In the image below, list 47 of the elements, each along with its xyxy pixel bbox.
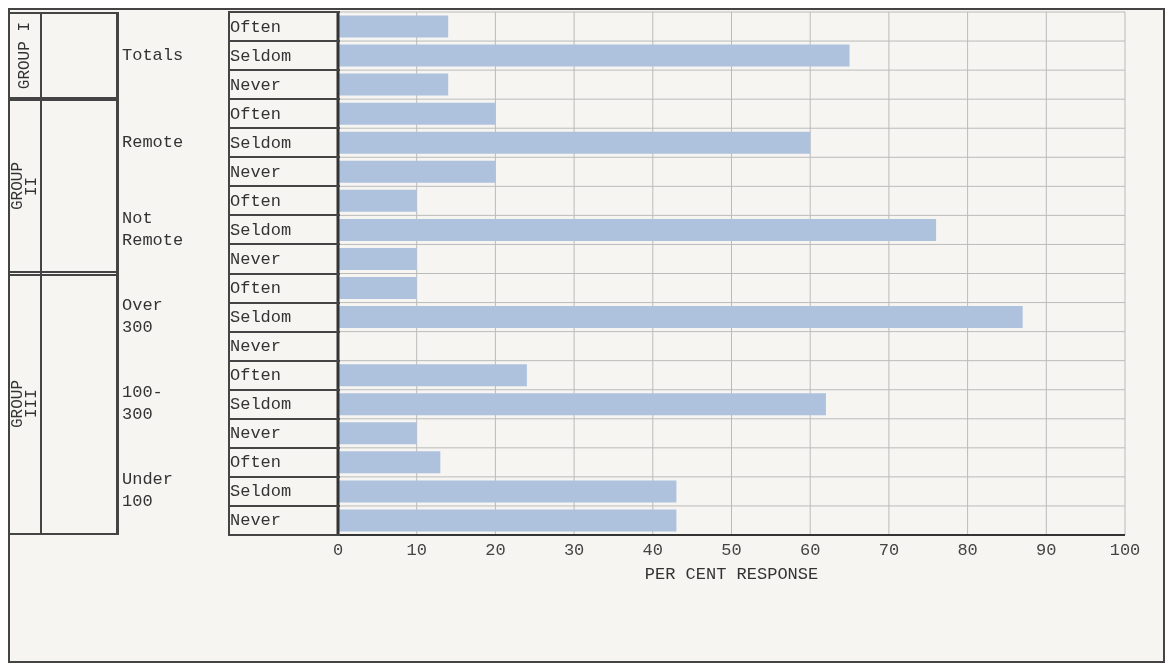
- x-tick-label: 50: [721, 541, 742, 561]
- y-tick-label: Often: [230, 191, 282, 211]
- bar: [338, 160, 496, 183]
- bar: [338, 393, 826, 416]
- bar: [338, 422, 417, 445]
- x-tick-label: 10: [406, 541, 427, 561]
- x-tick-label: 0: [332, 541, 344, 561]
- y-tick-label: Seldom: [230, 395, 292, 415]
- y-tick-label: Seldom: [230, 220, 292, 240]
- y-tick-label: Often: [230, 17, 282, 37]
- bar: [338, 276, 417, 299]
- bar: [338, 451, 441, 474]
- x-tick-label: 80: [957, 541, 978, 561]
- x-tick-label: 60: [800, 541, 821, 561]
- y-tick-label: Seldom: [230, 46, 292, 66]
- bar: [338, 509, 677, 532]
- x-axis-title: PER CENT RESPONSE: [644, 565, 819, 585]
- bar: [338, 15, 449, 38]
- y-tick-label: Often: [230, 279, 282, 299]
- y-tick-label: Seldom: [230, 482, 292, 502]
- bar: [338, 247, 417, 270]
- y-tick-label: Never: [230, 424, 282, 444]
- y-tick-label: Often: [230, 453, 282, 473]
- x-tick-label: 40: [642, 541, 663, 561]
- bar: [338, 44, 850, 67]
- y-tick-label: Never: [230, 337, 282, 357]
- bar: [338, 189, 417, 212]
- y-tick-label: Often: [230, 104, 282, 124]
- x-tick-label: 100: [1109, 541, 1141, 561]
- y-tick-label: Never: [230, 249, 282, 269]
- y-tick-label: Never: [230, 75, 282, 95]
- x-tick-label: 90: [1036, 541, 1057, 561]
- x-tick-label: 70: [878, 541, 900, 561]
- x-tick-label: 30: [563, 541, 585, 561]
- bar: [338, 73, 449, 96]
- bar: [338, 306, 1023, 329]
- y-tick-label: Often: [230, 366, 282, 386]
- bar: [338, 480, 677, 503]
- bar: [338, 131, 811, 154]
- y-tick-label: Never: [230, 511, 282, 531]
- y-tick-label: Seldom: [230, 133, 292, 153]
- bar: [338, 218, 937, 241]
- y-tick-label: Never: [230, 162, 282, 182]
- bar: [338, 364, 527, 387]
- y-tick-label: Seldom: [230, 308, 292, 328]
- x-tick-label: 20: [485, 541, 506, 561]
- bar: [338, 102, 496, 125]
